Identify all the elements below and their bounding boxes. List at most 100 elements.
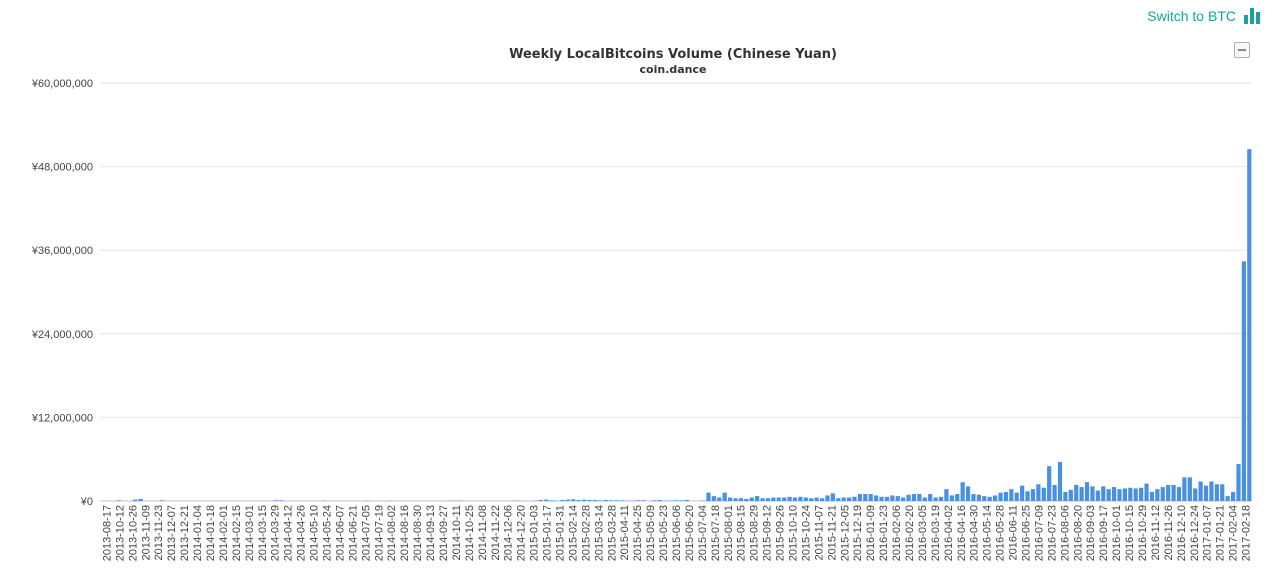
bar[interactable] xyxy=(976,494,981,501)
bar[interactable] xyxy=(1025,491,1030,501)
bar[interactable] xyxy=(636,500,641,501)
bar[interactable] xyxy=(744,498,749,501)
bar[interactable] xyxy=(1166,484,1171,501)
chart-menu-button[interactable] xyxy=(1234,42,1250,58)
bar[interactable] xyxy=(1236,464,1241,501)
bar[interactable] xyxy=(760,498,765,501)
bar[interactable] xyxy=(814,497,819,501)
bar[interactable] xyxy=(911,494,917,501)
bar[interactable] xyxy=(565,499,570,501)
bar[interactable] xyxy=(874,495,879,501)
bar[interactable] xyxy=(592,499,597,501)
bar[interactable] xyxy=(138,498,143,501)
bar[interactable] xyxy=(792,497,798,501)
bar[interactable] xyxy=(846,497,852,501)
bar[interactable] xyxy=(1220,484,1225,501)
bar[interactable] xyxy=(803,497,808,501)
bar[interactable] xyxy=(1111,487,1117,501)
bar[interactable] xyxy=(133,499,138,501)
bar[interactable] xyxy=(733,498,738,501)
bar[interactable] xyxy=(776,497,781,501)
bar[interactable] xyxy=(987,496,992,501)
bar[interactable] xyxy=(890,495,895,501)
bar[interactable] xyxy=(641,500,646,501)
bar[interactable] xyxy=(549,500,554,501)
bar[interactable] xyxy=(1068,489,1073,501)
bar[interactable] xyxy=(571,499,576,501)
bar[interactable] xyxy=(782,497,787,501)
bar[interactable] xyxy=(933,497,938,501)
bar[interactable] xyxy=(684,499,689,501)
bar[interactable] xyxy=(279,500,284,501)
bar[interactable] xyxy=(819,498,825,501)
bar[interactable] xyxy=(809,498,814,501)
bar[interactable] xyxy=(587,499,592,501)
bar[interactable] xyxy=(949,495,954,501)
bar[interactable] xyxy=(538,499,543,501)
bar[interactable] xyxy=(1036,484,1041,501)
bar[interactable] xyxy=(727,497,733,501)
bar[interactable] xyxy=(830,493,835,501)
bar[interactable] xyxy=(852,496,857,501)
bar[interactable] xyxy=(1014,492,1019,501)
bar[interactable] xyxy=(657,499,662,501)
bar[interactable] xyxy=(1247,149,1252,501)
bar[interactable] xyxy=(755,496,760,501)
bar[interactable] xyxy=(711,496,716,501)
bar[interactable] xyxy=(1160,487,1165,501)
bar[interactable] xyxy=(944,489,949,501)
bar[interactable] xyxy=(906,494,911,501)
switch-to-btc-link[interactable]: Switch to BTC xyxy=(1147,8,1262,24)
bar[interactable] xyxy=(1155,489,1160,501)
bar[interactable] xyxy=(1171,484,1176,501)
bar[interactable] xyxy=(749,497,754,501)
bar[interactable] xyxy=(922,497,927,501)
bar[interactable] xyxy=(1182,477,1187,501)
bar[interactable] xyxy=(273,500,278,501)
bar[interactable] xyxy=(652,500,657,501)
bar[interactable] xyxy=(619,500,625,501)
bar[interactable] xyxy=(1122,488,1128,501)
bar[interactable] xyxy=(1144,483,1149,501)
bar[interactable] xyxy=(1193,488,1198,501)
bar[interactable] xyxy=(1128,487,1133,501)
bar[interactable] xyxy=(1139,487,1144,501)
bar[interactable] xyxy=(1176,487,1182,501)
bar[interactable] xyxy=(722,492,727,501)
bar[interactable] xyxy=(1214,484,1219,501)
bar[interactable] xyxy=(771,497,776,501)
bar[interactable] xyxy=(160,500,165,501)
bar[interactable] xyxy=(1101,486,1106,501)
bar[interactable] xyxy=(992,495,998,501)
bar[interactable] xyxy=(868,494,873,501)
bar[interactable] xyxy=(598,500,603,501)
bar[interactable] xyxy=(1203,485,1209,501)
bar[interactable] xyxy=(1052,484,1057,501)
bar[interactable] xyxy=(581,499,587,501)
bar[interactable] xyxy=(1209,481,1214,501)
bar[interactable] xyxy=(938,496,944,501)
bar[interactable] xyxy=(901,497,906,501)
bar[interactable] xyxy=(1079,487,1084,501)
bar[interactable] xyxy=(971,494,976,501)
bar[interactable] xyxy=(717,497,722,501)
bar[interactable] xyxy=(576,499,581,501)
bar[interactable] xyxy=(765,498,771,501)
bar[interactable] xyxy=(1230,491,1236,501)
bar[interactable] xyxy=(673,500,679,501)
bar[interactable] xyxy=(1057,461,1063,501)
bar[interactable] xyxy=(1020,485,1025,501)
bar[interactable] xyxy=(895,496,900,501)
bar[interactable] xyxy=(1149,491,1155,501)
bar[interactable] xyxy=(1063,491,1068,501)
bar[interactable] xyxy=(614,500,619,501)
bar[interactable] xyxy=(1090,486,1095,501)
bar[interactable] xyxy=(560,499,565,501)
bar[interactable] xyxy=(1095,490,1100,501)
bar[interactable] xyxy=(1003,491,1009,501)
bar[interactable] xyxy=(608,500,614,501)
bar[interactable] xyxy=(544,499,549,501)
bar[interactable] xyxy=(1084,482,1090,501)
bar[interactable] xyxy=(738,498,744,501)
bar[interactable] xyxy=(679,500,684,501)
